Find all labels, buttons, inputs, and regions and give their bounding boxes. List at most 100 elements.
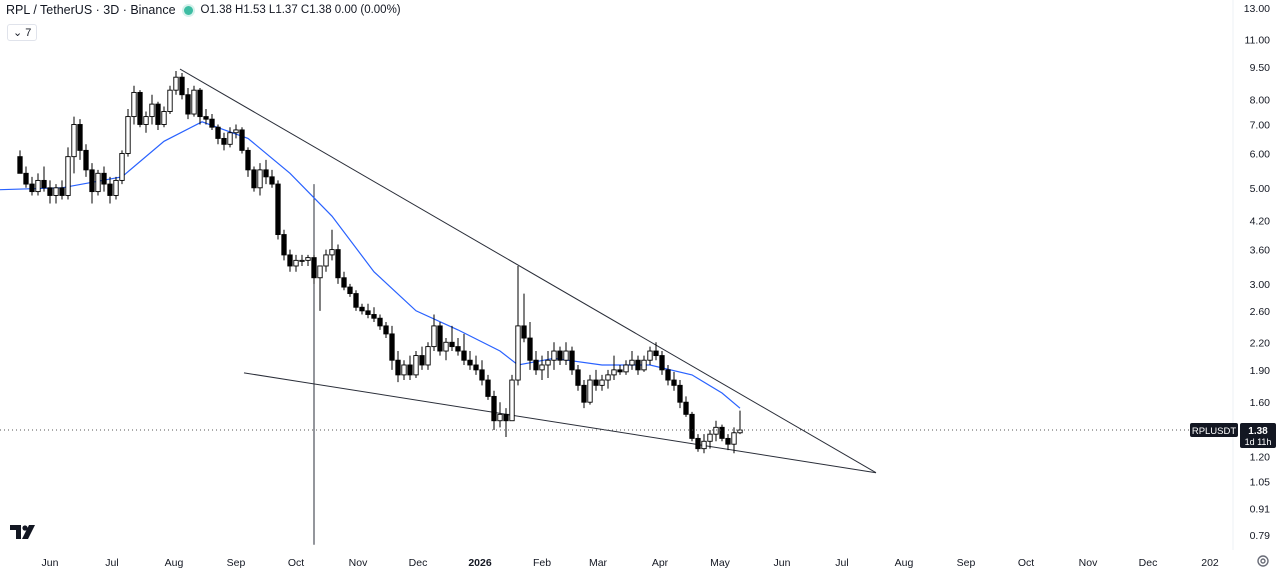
candle-body[interactable] — [575, 369, 581, 386]
candle-body[interactable] — [281, 234, 287, 256]
candle-body[interactable] — [545, 359, 551, 366]
candle-body[interactable] — [677, 384, 683, 403]
candle-body[interactable] — [137, 91, 143, 125]
candle-body[interactable] — [353, 293, 359, 308]
candle-body[interactable] — [251, 169, 257, 189]
candle-body[interactable] — [611, 369, 617, 376]
trendline[interactable] — [179, 68, 877, 474]
candle-body[interactable] — [185, 94, 191, 115]
candle-body[interactable] — [113, 179, 119, 196]
candle-body[interactable] — [269, 176, 275, 185]
candle-body[interactable] — [347, 286, 353, 295]
candle-body[interactable] — [401, 364, 407, 376]
candle-body[interactable] — [689, 413, 695, 439]
candle-body[interactable] — [287, 254, 293, 267]
candle-body[interactable] — [311, 257, 317, 279]
candle-body[interactable] — [161, 111, 167, 125]
candle-body[interactable] — [659, 355, 665, 371]
ma-series-line[interactable] — [0, 121, 741, 409]
candle-body[interactable] — [233, 129, 239, 134]
time-axis[interactable]: Jun Jul Aug Sep Oct Nov Dec 2026 Feb Mar Apr May Jun… — [42, 557, 1219, 569]
trendlines[interactable] — [179, 68, 877, 545]
candle-body[interactable] — [359, 306, 365, 312]
candle-body[interactable] — [515, 325, 521, 381]
candle-body[interactable] — [329, 249, 335, 256]
candle-body[interactable] — [275, 183, 281, 236]
candle-body[interactable] — [101, 172, 107, 185]
candle-body[interactable] — [503, 413, 509, 422]
indicator-toggle[interactable]: ⌄ 7 — [7, 24, 38, 41]
candle-body[interactable] — [437, 325, 443, 352]
candle-body[interactable] — [89, 169, 95, 193]
candle-body[interactable] — [245, 149, 251, 171]
candlesticks[interactable] — [17, 71, 743, 454]
candle-body[interactable] — [479, 369, 485, 381]
candle-body[interactable] — [263, 169, 269, 178]
candle-body[interactable] — [605, 374, 611, 381]
candle-body[interactable] — [497, 413, 503, 422]
candle-body[interactable] — [587, 379, 593, 403]
candle-body[interactable] — [341, 277, 347, 288]
candle-body[interactable] — [47, 187, 53, 196]
candle-body[interactable] — [59, 187, 65, 196]
candle-body[interactable] — [695, 437, 701, 450]
candle-body[interactable] — [23, 172, 29, 185]
candle-body[interactable] — [209, 118, 215, 128]
price-axis[interactable]: 13.00 11.00 9.50 8.00 7.00 6.00 5.00 4.20 3.60 3.… — [1244, 3, 1270, 542]
moving-average-line[interactable] — [0, 121, 741, 409]
candle-body[interactable] — [167, 89, 173, 112]
candle-body[interactable] — [731, 432, 737, 445]
candle-body[interactable] — [599, 379, 605, 386]
candle-body[interactable] — [299, 259, 305, 262]
candle-body[interactable] — [461, 350, 467, 361]
candle-body[interactable] — [77, 124, 83, 151]
candle-body[interactable] — [197, 89, 203, 118]
symbol-title[interactable]: RPL / TetherUS · 3D · Binance — [6, 3, 176, 17]
candle-body[interactable] — [365, 310, 371, 315]
candle-body[interactable] — [107, 183, 113, 196]
tradingview-logo-icon[interactable] — [10, 525, 38, 539]
candle-body[interactable] — [509, 379, 515, 422]
candle-body[interactable] — [293, 259, 299, 267]
candle-body[interactable] — [551, 350, 557, 361]
candle-body[interactable] — [557, 350, 563, 361]
candle-body[interactable] — [533, 359, 539, 371]
candle-body[interactable] — [713, 426, 719, 435]
candle-body[interactable] — [29, 183, 35, 193]
candle-body[interactable] — [227, 132, 233, 145]
candle-body[interactable] — [539, 364, 545, 371]
candle-body[interactable] — [125, 116, 131, 154]
candle-body[interactable] — [581, 384, 587, 403]
candle-body[interactable] — [323, 254, 329, 267]
candle-body[interactable] — [191, 89, 197, 115]
candle-body[interactable] — [629, 359, 635, 366]
candle-body[interactable] — [425, 346, 431, 366]
candle-body[interactable] — [17, 156, 23, 174]
candle-body[interactable] — [257, 169, 263, 189]
candle-body[interactable] — [725, 437, 731, 445]
candle-body[interactable] — [53, 187, 59, 196]
candle-body[interactable] — [83, 149, 89, 171]
candle-body[interactable] — [527, 337, 533, 361]
candle-body[interactable] — [203, 116, 209, 120]
candle-body[interactable] — [665, 369, 671, 381]
candle-body[interactable] — [563, 350, 569, 361]
candle-body[interactable] — [449, 341, 455, 348]
candle-body[interactable] — [395, 359, 401, 376]
candle-body[interactable] — [317, 265, 323, 279]
candle-body[interactable] — [653, 350, 659, 357]
candle-body[interactable] — [413, 355, 419, 376]
candle-body[interactable] — [65, 156, 71, 196]
candle-body[interactable] — [407, 364, 413, 376]
candle-body[interactable] — [131, 91, 137, 118]
settings-gear-icon[interactable] — [1256, 554, 1270, 568]
candle-body[interactable] — [473, 364, 479, 371]
candle-body[interactable] — [215, 126, 221, 139]
candle-body[interactable] — [71, 124, 77, 158]
candle-body[interactable] — [467, 359, 473, 366]
candle-body[interactable] — [635, 359, 641, 371]
candle-body[interactable] — [155, 103, 161, 125]
candle-body[interactable] — [431, 325, 437, 348]
candle-body[interactable] — [701, 440, 707, 450]
